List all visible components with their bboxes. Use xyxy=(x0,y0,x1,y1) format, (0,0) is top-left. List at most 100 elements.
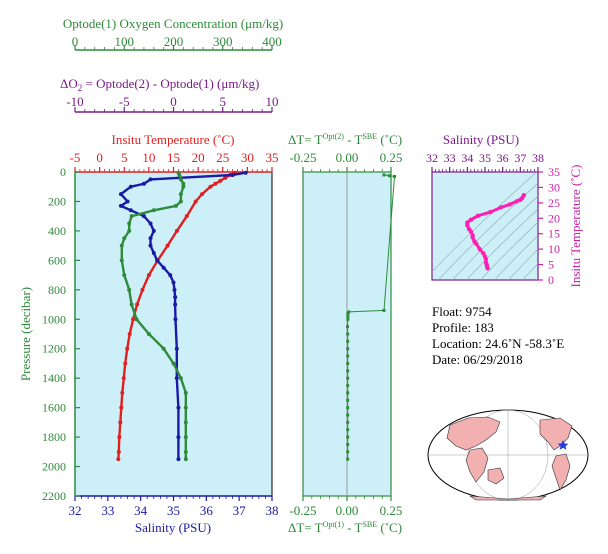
ts-point xyxy=(498,205,504,210)
oxygen-point xyxy=(173,203,178,208)
ts-salinity-axis-tick-label: 36 xyxy=(497,151,509,165)
float-number: Float: 9754 xyxy=(432,304,492,319)
delta-o2-axis-tick-label: 5 xyxy=(220,94,227,109)
temperature-point xyxy=(116,457,121,462)
oxygen-point xyxy=(171,361,176,366)
pressure-axis-tick-label: 2200 xyxy=(42,489,66,503)
ts-point xyxy=(507,202,512,207)
ts-salinity-axis-tick-label: 38 xyxy=(532,151,544,165)
temperature-axis-tick-label: 20 xyxy=(192,150,205,165)
oxygen-point xyxy=(129,302,134,307)
delta-t-point xyxy=(382,308,386,312)
oxygen-point xyxy=(151,208,156,213)
land-antarctica xyxy=(468,495,548,501)
pressure-axis-tick-label: 0 xyxy=(60,165,66,179)
pressure-axis-tick-label: 1600 xyxy=(42,401,66,415)
ts-point xyxy=(468,217,474,223)
salinity-point xyxy=(176,435,181,440)
delta-t-point xyxy=(346,398,350,402)
temperature-point xyxy=(200,192,205,197)
delta-t-top-axis-tick-label: 0.25 xyxy=(380,150,403,165)
ts-salinity-axis-tick-label: 35 xyxy=(479,151,491,165)
oxygen-point xyxy=(146,332,151,336)
delta-t-point xyxy=(346,354,350,358)
oxygen-point xyxy=(127,221,132,226)
location: Location: 24.6˚N -58.3˚E xyxy=(432,336,564,351)
oxygen-point xyxy=(183,420,188,425)
ts-salinity-axis-tick-label: 37 xyxy=(514,151,526,165)
density-contour-line xyxy=(452,195,538,280)
delta-t-point xyxy=(393,174,397,178)
ts-temperature-axis-tick-label: 25 xyxy=(548,196,560,210)
ts-point xyxy=(466,226,472,232)
temperature-point xyxy=(174,228,179,233)
oxygen-point xyxy=(127,287,132,292)
temperature-axis-tick-label: 0 xyxy=(96,150,103,165)
temperature-point xyxy=(117,435,122,440)
temperature-point xyxy=(125,346,130,351)
salinity-axis-tick-label: 36 xyxy=(200,503,214,518)
temperature-point xyxy=(120,390,125,395)
density-contour-line xyxy=(438,182,538,280)
temperature-point xyxy=(218,178,223,183)
salinity-point xyxy=(174,346,179,351)
delta-t-bottom-axis-tick-label: -0.25 xyxy=(289,503,316,518)
salinity-point xyxy=(230,172,235,177)
ts-point xyxy=(482,254,488,259)
delta-t-point xyxy=(346,314,350,318)
float-location-star-icon xyxy=(557,440,569,450)
temperature-point xyxy=(121,376,126,381)
delta-t-point xyxy=(346,413,350,417)
temperature-point xyxy=(118,420,123,425)
salinity-point xyxy=(151,228,156,233)
oxygen-axis: Optode(1) Oxygen Concentration (μm/kg) 0… xyxy=(63,16,283,51)
oxygen-point xyxy=(183,449,188,454)
salinity-point xyxy=(148,221,153,226)
ts-point xyxy=(465,220,470,225)
temperature-point xyxy=(165,243,170,248)
ts-temperature-axis-tick-label: 5 xyxy=(548,258,554,272)
pressure-axis-label: Pressure (decibar) xyxy=(18,287,33,381)
map-land xyxy=(446,416,573,501)
delta-t-top-label: ΔT= TOpt(2) - TSBE (˚C) xyxy=(288,132,402,147)
salinity-point xyxy=(168,273,173,278)
temperature-point xyxy=(131,317,136,322)
land-australia xyxy=(487,467,505,485)
delta-t-point xyxy=(346,369,350,373)
salinity-point xyxy=(118,203,123,208)
oxygen-point xyxy=(183,405,188,410)
salinity-point xyxy=(148,243,153,248)
delta-o2-axis-label: ΔO2 = Optode(2) - Optode(1) (μm/kg) xyxy=(60,76,259,93)
delta-t-bottom-axis-tick-label: 0.00 xyxy=(336,503,359,518)
salinity-point xyxy=(128,208,133,213)
land-south-america xyxy=(551,453,571,491)
ts-salinity-label: Salinity (PSU) xyxy=(443,132,519,147)
delta-t-point xyxy=(346,325,350,329)
oxygen-point xyxy=(178,199,183,204)
delta-t-point xyxy=(346,406,350,410)
oxygen-point xyxy=(178,376,183,381)
delta-t-point xyxy=(346,384,350,388)
temperature-axis-tick-label: -5 xyxy=(70,150,81,165)
delta-t-bottom-axis-tick-label: 0.25 xyxy=(380,503,403,518)
salinity-point xyxy=(128,184,133,189)
ts-temperature-axis-tick-label: 0 xyxy=(548,273,554,287)
salinity-axis-tick-label: 32 xyxy=(69,503,82,518)
ts-point xyxy=(483,260,489,265)
delta-t-point xyxy=(346,457,350,461)
oxygen-point xyxy=(161,346,166,351)
profile-plot-area xyxy=(74,171,273,497)
salinity-point xyxy=(161,265,166,270)
pressure-axis-tick-label: 800 xyxy=(48,283,66,297)
delta-o2-axis-tick-label: 0 xyxy=(170,94,177,109)
salinity-point xyxy=(141,214,146,219)
salinity-point xyxy=(243,170,248,175)
delta-t-point xyxy=(387,174,391,178)
delta-t-point xyxy=(346,442,350,446)
salinity-profile-line xyxy=(118,171,246,460)
oxygen-point xyxy=(122,236,127,241)
oxygen-point xyxy=(183,457,188,462)
delta-t-point xyxy=(346,311,350,315)
pressure-axis-tick-label: 1200 xyxy=(42,342,66,356)
profile-panel: Insitu Temperature (˚C) -5 0 5 10 15 20 25 30 35… xyxy=(18,132,279,535)
